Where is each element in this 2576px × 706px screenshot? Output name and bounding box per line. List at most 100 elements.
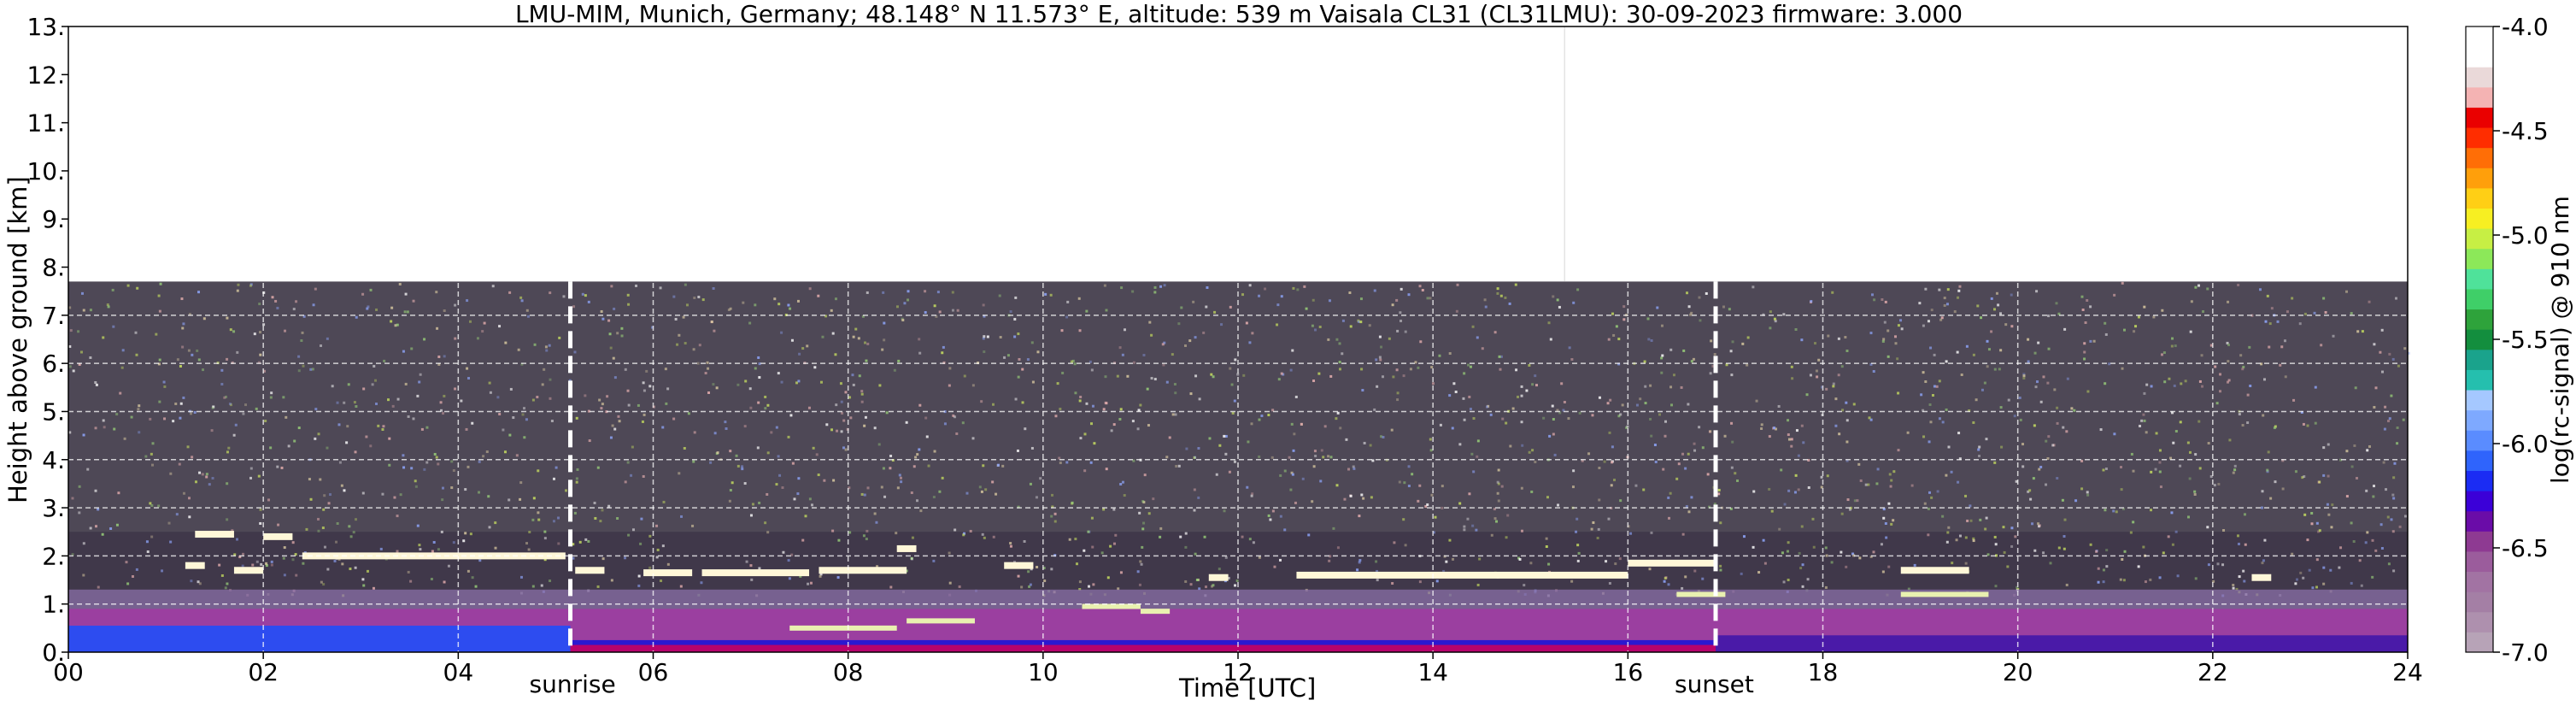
speckle (1026, 358, 1030, 362)
speckle (1825, 554, 1828, 557)
speckle (716, 451, 719, 455)
speckle (1955, 538, 1958, 542)
speckle (366, 569, 369, 573)
speckle (175, 513, 179, 516)
speckle (2261, 490, 2264, 493)
cloud-layer (819, 567, 907, 574)
speckle (2392, 497, 2396, 500)
speckle (1888, 473, 1892, 476)
speckle (1660, 371, 1664, 374)
speckle (227, 446, 231, 450)
speckle (2396, 426, 2399, 429)
cloud-layer (233, 567, 264, 574)
speckle (1896, 357, 1899, 361)
speckle (1327, 338, 1330, 341)
speckle (502, 428, 505, 432)
speckle (2158, 461, 2162, 464)
speckle (849, 416, 853, 420)
speckle (918, 338, 921, 341)
speckle (1212, 375, 1215, 379)
speckle (1335, 484, 1339, 487)
speckle (2190, 300, 2193, 303)
speckle (308, 478, 311, 481)
speckle (1426, 503, 1429, 507)
speckle (362, 584, 366, 587)
speckle (1928, 440, 1931, 444)
speckle (682, 315, 685, 319)
speckle (787, 559, 790, 562)
speckle (652, 405, 655, 409)
speckle (1900, 327, 1904, 331)
speckle (1078, 399, 1082, 403)
speckle (1463, 525, 1466, 528)
speckle (1913, 563, 1916, 567)
speckle (233, 553, 237, 556)
speckle (1279, 474, 1282, 477)
speckle (854, 327, 858, 331)
speckle (1701, 577, 1705, 580)
speckle (601, 557, 605, 561)
speckle (1591, 414, 1594, 417)
speckle (918, 351, 922, 355)
speckle (1677, 462, 1681, 466)
speckle (1572, 301, 1576, 304)
speckle (910, 491, 913, 495)
speckle (860, 492, 864, 496)
colorbar-segment (2466, 26, 2493, 48)
speckle (891, 459, 895, 462)
speckle (232, 330, 236, 333)
speckle (390, 320, 393, 323)
speckle (1791, 377, 1794, 380)
speckle (355, 315, 358, 319)
speckle (1557, 503, 1560, 507)
speckle (1402, 374, 1405, 378)
speckle (880, 485, 883, 489)
speckle (1347, 468, 1351, 471)
speckle (498, 413, 502, 416)
speckle (541, 383, 544, 386)
speckle (2155, 432, 2158, 435)
speckle (1399, 287, 1403, 291)
speckle (263, 369, 267, 373)
speckle (1698, 426, 1701, 429)
speckle (1059, 462, 1062, 465)
speckle (1013, 335, 1017, 338)
speckle (796, 299, 800, 303)
speckle (1141, 545, 1144, 549)
speckle (1338, 368, 1341, 371)
speckle (1892, 519, 1895, 522)
speckle (404, 292, 408, 296)
speckle (1250, 494, 1253, 497)
speckle (1845, 459, 1849, 462)
speckle (1752, 545, 1755, 549)
speckle (2339, 458, 2343, 462)
speckle (282, 556, 285, 560)
speckle (1078, 588, 1082, 591)
speckle (1653, 444, 1657, 447)
speckle (1964, 562, 1968, 565)
speckle (1938, 288, 1941, 291)
speckle (599, 520, 602, 523)
speckle (1742, 535, 1746, 538)
speckle (2292, 398, 2296, 402)
colorbar-segment (2466, 390, 2493, 411)
speckle (1969, 519, 1973, 522)
speckle (1375, 560, 1378, 563)
speckle (2261, 506, 2264, 509)
speckle (336, 401, 339, 404)
speckle (927, 464, 930, 468)
speckle (381, 428, 384, 432)
speckle (1993, 368, 1997, 371)
x-tick-label: 14 (1417, 658, 1448, 686)
speckle (758, 501, 761, 504)
speckle (2193, 492, 2197, 496)
speckle (1123, 328, 1126, 332)
speckle (2314, 385, 2317, 389)
speckle (366, 307, 369, 310)
speckle (1119, 408, 1123, 411)
speckle (467, 377, 471, 380)
speckle (1801, 585, 1804, 588)
speckle (1336, 546, 1340, 550)
speckle (353, 401, 356, 404)
speckle (2105, 549, 2109, 552)
